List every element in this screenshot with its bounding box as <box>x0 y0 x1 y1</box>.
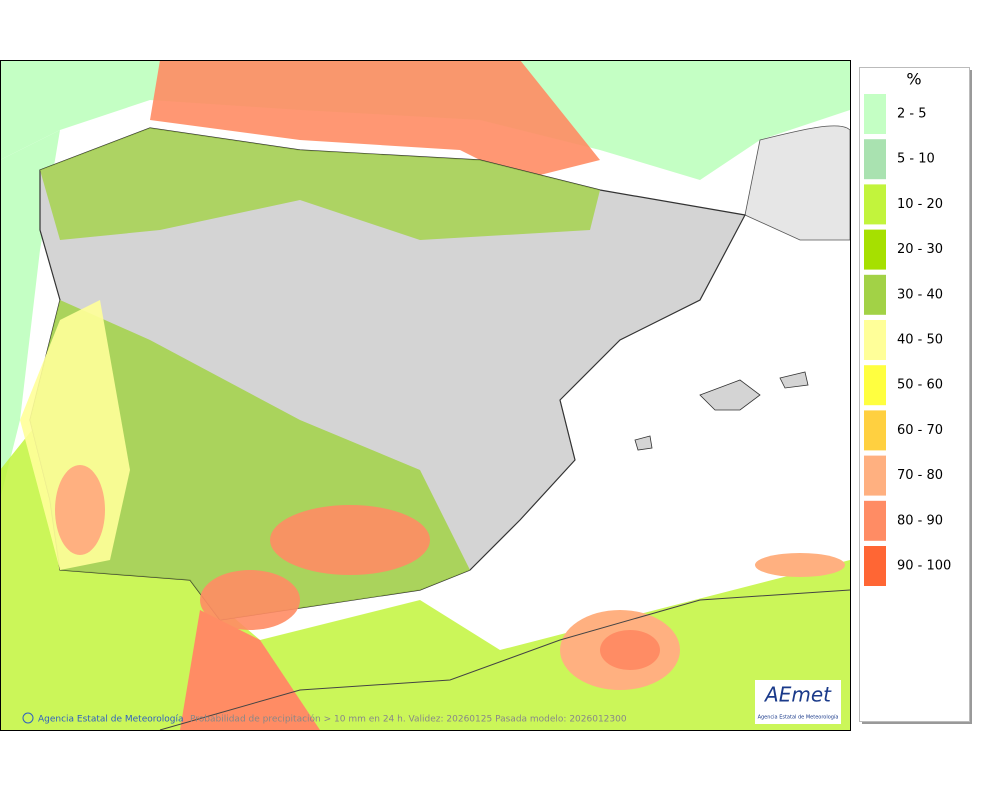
legend-label: 20 - 30 <box>897 242 943 257</box>
land-france <box>744 125 850 241</box>
legend: 2 - 5 5 - 10 10 - 20 20 - 30 30 - 40 40 - 50 5… <box>864 94 951 586</box>
precip-area <box>600 630 660 670</box>
precip-area <box>270 505 430 575</box>
legend-swatch <box>864 365 886 406</box>
map-frame <box>0 60 851 731</box>
legend-label: 60 - 70 <box>897 423 943 438</box>
legend-label: 50 - 60 <box>897 378 943 393</box>
legend-swatch <box>864 410 886 451</box>
precip-area <box>150 60 600 180</box>
logo-box <box>755 680 841 724</box>
precip-area <box>40 128 600 240</box>
precip-area <box>180 610 320 730</box>
logo-subtitle: Agencia Estatal de Meteorología <box>758 714 839 721</box>
legend-swatch <box>864 320 886 360</box>
legend-swatch <box>864 546 886 586</box>
legend-label: 30 - 40 <box>897 287 943 302</box>
precip-area <box>755 553 845 577</box>
legend-swatch <box>864 229 886 270</box>
coast-africa <box>159 589 850 730</box>
caption: Probabilidad de precipitación > 10 mm en… <box>190 714 627 725</box>
legend-label: 10 - 20 <box>897 197 943 212</box>
legend-swatch <box>864 455 886 496</box>
copyright-icon <box>22 712 34 724</box>
legend-swatch <box>864 139 886 180</box>
map <box>1 60 850 730</box>
precip-area <box>200 570 300 630</box>
logo: AEmet <box>763 683 832 707</box>
precip-area <box>55 465 105 555</box>
islands <box>634 371 809 451</box>
legend-swatch <box>864 274 886 315</box>
legend-swatch <box>864 184 886 225</box>
legend-swatch <box>864 94 886 134</box>
legend-label: 80 - 90 <box>897 513 943 528</box>
credit: Agencia Estatal de Meteorología <box>38 715 184 725</box>
legend-title: % <box>906 70 921 89</box>
legend-label: 5 - 10 <box>897 152 935 167</box>
legend-swatch <box>864 500 886 541</box>
precip-area <box>1 130 60 496</box>
legend-label: 2 - 5 <box>897 107 927 122</box>
legend-label: 40 - 50 <box>897 333 943 348</box>
legend-label: 90 - 100 <box>897 559 951 574</box>
legend-label: 70 - 80 <box>897 468 943 483</box>
